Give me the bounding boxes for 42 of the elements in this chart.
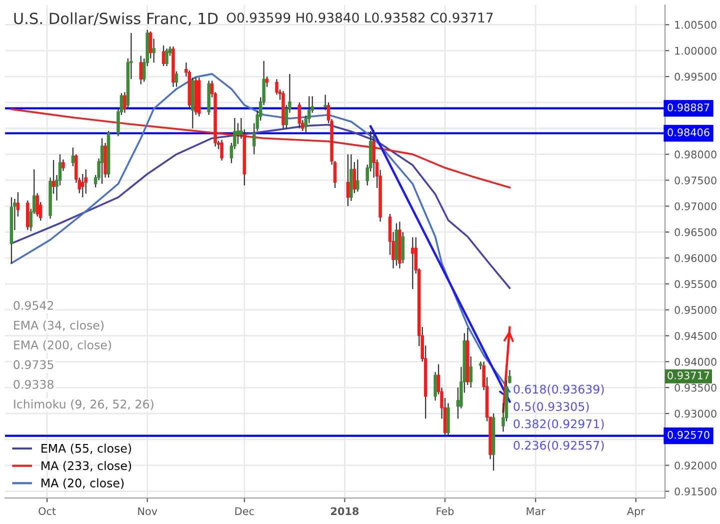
y-tick-label: 0.91500 <box>674 487 716 496</box>
y-tick-label: 0.97500 <box>674 176 716 184</box>
y-tick-label: 0.97000 <box>674 202 716 210</box>
ref-line-label: 0.98406 <box>668 128 710 136</box>
x-tick-label: Feb <box>436 507 454 516</box>
annotation: EMA (34, close) <box>14 320 104 332</box>
annotation: 0.236(0.92557) <box>514 440 604 452</box>
annotation: 0.382(0.92971) <box>514 419 604 430</box>
y-tick-label: 0.93500 <box>674 384 716 392</box>
chart-title: U.S. Dollar/Swiss Franc, 1D <box>14 12 218 26</box>
y-tick-label: 0.98000 <box>674 150 716 158</box>
x-tick-label: Mar <box>526 507 546 516</box>
ref-line-label: 0.92570 <box>668 430 710 439</box>
x-tick-label: Apr <box>626 507 645 518</box>
annotation: 0.5(0.93305) <box>514 402 589 412</box>
y-tick-label: 0.94500 <box>674 332 716 340</box>
y-tick-label: 0.95500 <box>674 280 716 288</box>
text: 0.93717 <box>668 371 710 380</box>
annotation: 0.618(0.93639) <box>514 384 604 396</box>
chart-subtitle: O0.93599 H0.93840 L0.93582 C0.93717 <box>226 12 493 23</box>
x-tick-label: Nov <box>138 507 158 516</box>
annotation: 0.9338 <box>14 380 54 389</box>
y-tick-label: 0.93000 <box>674 410 716 418</box>
y-tick-label: 0.96500 <box>674 228 716 236</box>
y-tick-label: 0.92000 <box>674 462 716 470</box>
y-tick-label: 0.96000 <box>674 254 716 262</box>
ref-line-label: 0.98887 <box>668 103 710 112</box>
y-tick-label: 1.00500 <box>675 20 716 29</box>
x-tick-label: Dec <box>235 507 254 516</box>
y-tick-label: 0.99500 <box>674 72 716 81</box>
x-tick-label: Oct <box>38 507 56 516</box>
x-tick-label: 2018 <box>331 507 359 516</box>
annotation: 0.9735 <box>14 360 54 370</box>
legend-label: MA (20, close) <box>42 478 124 489</box>
legend-label: MA (233, close) <box>42 460 132 472</box>
legend-label: EMA (55, close) <box>42 444 132 454</box>
y-tick-label: 0.95000 <box>674 306 716 314</box>
y-tick-label: 1.00000 <box>675 46 716 55</box>
annotation: Ichimoku (9, 26, 52, 26) <box>14 399 154 410</box>
y-tick-label: 0.94000 <box>674 358 716 366</box>
annotation: 0.9542 <box>14 301 54 310</box>
annotation: EMA (200, close) <box>14 340 112 351</box>
